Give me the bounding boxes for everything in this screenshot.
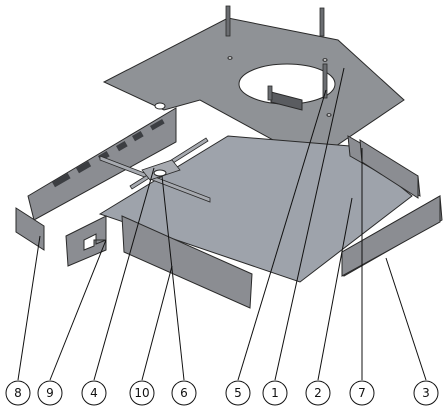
- connector-slot-2: [76, 161, 92, 174]
- connector-slot-5: [132, 131, 144, 142]
- rod-left: [225, 5, 231, 37]
- rod-right-top: [319, 7, 325, 37]
- balloon-4-label: 4: [90, 386, 98, 400]
- balloon-4: 4: [81, 380, 107, 406]
- balloon-2-label: 2: [314, 386, 322, 400]
- leader-9: [49, 239, 107, 381]
- leader-10: [141, 265, 173, 381]
- balloon-10-label: 10: [134, 386, 149, 400]
- right-back-panel-face: [359, 139, 419, 199]
- balloon-5-label: 5: [234, 386, 242, 400]
- leader-2: [317, 197, 353, 381]
- leader-5: [237, 89, 327, 381]
- bracket-hub-hole: [153, 169, 167, 177]
- leader-3: [385, 257, 427, 381]
- rod-center-short: [267, 85, 273, 101]
- balloon-3: 3: [413, 380, 439, 406]
- top-plate-pin-hole-c: [326, 113, 332, 117]
- balloon-7: 7: [349, 380, 375, 406]
- leader-4: [93, 167, 155, 381]
- balloon-8-label: 8: [14, 386, 22, 400]
- notched-panel: [65, 215, 107, 267]
- leader-6: [161, 175, 185, 381]
- left-end-panel: [15, 207, 45, 251]
- connector-slot-1: [52, 173, 71, 188]
- balloon-1: 1: [262, 380, 288, 406]
- balloon-10: 10: [129, 380, 155, 406]
- balloon-1-label: 1: [271, 386, 279, 400]
- leader-8: [17, 235, 41, 381]
- balloon-7-label: 7: [358, 386, 366, 400]
- cross-bracket-arm-1: [99, 155, 211, 203]
- leader-1: [274, 67, 345, 381]
- connector-slot-6: [149, 119, 165, 131]
- top-plate-pin-hole-a: [227, 56, 233, 60]
- top-plate-pin-hole-b: [322, 58, 328, 62]
- balloon-8: 8: [5, 380, 31, 406]
- balloon-9-label: 9: [46, 386, 54, 400]
- balloon-2: 2: [305, 380, 331, 406]
- top-plate-small-hole: [154, 102, 166, 110]
- balloon-6: 6: [171, 380, 197, 406]
- balloon-9: 9: [37, 380, 63, 406]
- rod-right-middle: [322, 63, 328, 99]
- right-front-panel-face: [341, 195, 441, 277]
- front-panel: [121, 215, 253, 309]
- balloon-5: 5: [225, 380, 251, 406]
- connector-slot-4: [115, 141, 128, 152]
- balloon-3-label: 3: [422, 386, 430, 400]
- balloon-6-label: 6: [180, 386, 188, 400]
